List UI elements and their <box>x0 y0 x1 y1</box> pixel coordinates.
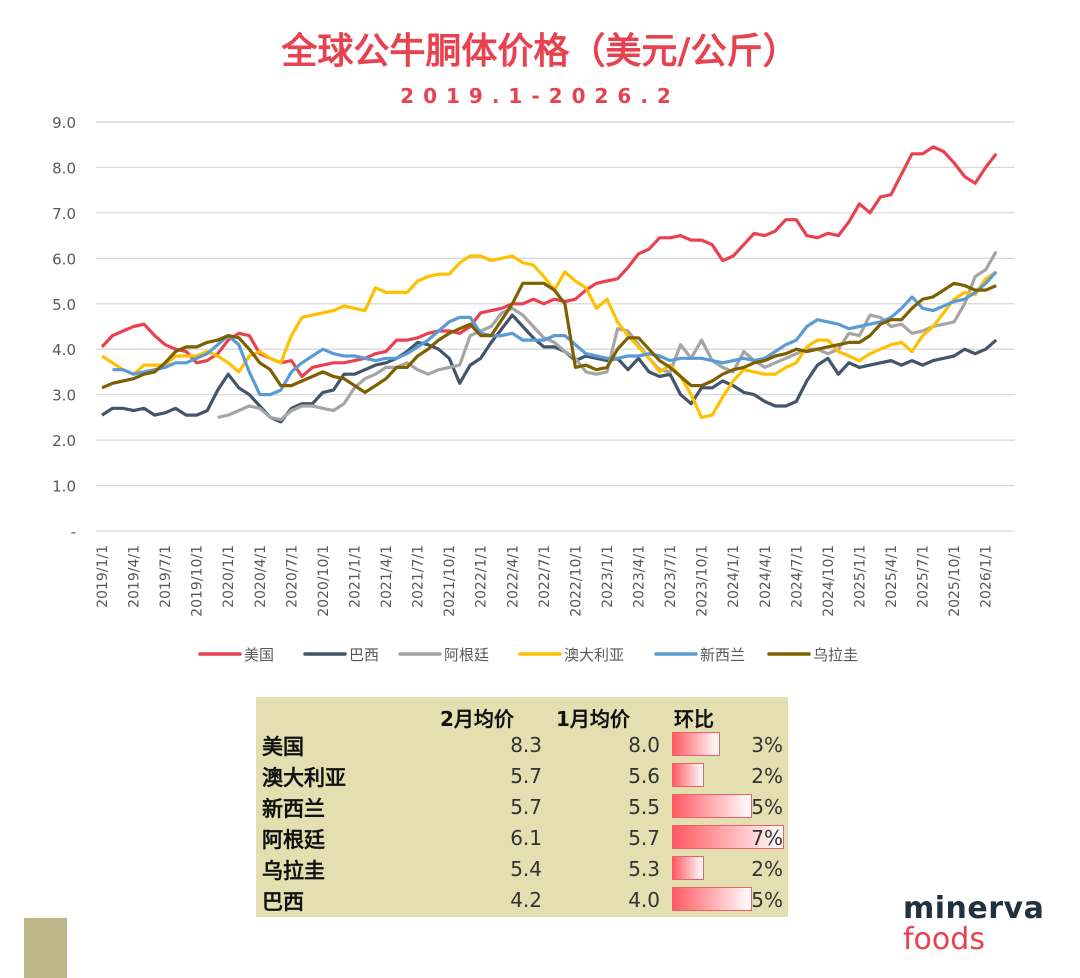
x-tick-label: 2022/1/1 <box>474 545 490 608</box>
change-percent: 2% <box>751 857 783 881</box>
chart-title: 全球公牛胴体价格（美元/公斤） <box>281 31 799 72</box>
change-bar <box>672 732 720 756</box>
feb-price: 8.3 <box>510 733 542 757</box>
series-line-5 <box>101 281 997 394</box>
change-percent: 7% <box>751 826 783 850</box>
legend-label: 乌拉圭 <box>813 646 858 664</box>
y-tick-label: 8.0 <box>52 159 76 177</box>
y-tick-label: 5.0 <box>52 296 76 314</box>
x-tick-label: 2022/7/1 <box>537 545 553 608</box>
series-line-1 <box>101 313 998 424</box>
header-change: 环比 <box>674 707 714 731</box>
table-row: 巴西 4.2 4.0 5% <box>256 884 788 915</box>
x-tick-label: 2019/1/1 <box>95 545 111 608</box>
change-percent: 3% <box>751 733 783 757</box>
x-tick-label: 2024/4/1 <box>758 545 774 608</box>
table-row: 阿根廷 6.1 5.7 7% <box>256 822 788 853</box>
logo-line1: minerva <box>903 891 1045 926</box>
header-jan: 1月均价 <box>556 707 630 731</box>
legend-label: 巴西 <box>349 646 379 664</box>
x-tick-label: 2023/4/1 <box>632 545 648 608</box>
table-row: 澳大利亚 5.7 5.6 2% <box>256 760 788 791</box>
country-name: 澳大利亚 <box>262 766 346 790</box>
feb-price: 5.4 <box>510 857 542 881</box>
change-bar <box>672 794 752 818</box>
x-tick-label: 2024/7/1 <box>789 545 805 608</box>
legend-label: 新西兰 <box>700 646 745 664</box>
x-tick-label: 2025/10/1 <box>947 545 963 617</box>
jan-price: 5.6 <box>628 764 660 788</box>
change-bar <box>672 825 784 849</box>
y-tick-label: 4.0 <box>52 341 76 359</box>
x-tick-label: 2023/1/1 <box>600 545 616 608</box>
x-tick-label: 2024/10/1 <box>821 545 837 617</box>
line-chart: - 1.0 2.0 3.0 4.0 5.0 6.0 7.0 8.0 9.0 2019/1/1 201… <box>52 114 1015 664</box>
change-percent: 5% <box>751 888 783 912</box>
x-tick-label: 2021/7/1 <box>411 545 427 608</box>
feb-price: 5.7 <box>510 795 542 819</box>
feb-price: 4.2 <box>510 888 542 912</box>
jan-price: 5.3 <box>628 857 660 881</box>
country-name: 乌拉圭 <box>262 859 325 883</box>
series-line-4 <box>112 270 998 397</box>
change-percent: 5% <box>751 795 783 819</box>
table-row: 美国 8.3 8.0 3% <box>256 729 788 760</box>
chart-subtitle: 2019.1-2026.2 <box>400 84 680 108</box>
legend-label: 澳大利亚 <box>564 646 624 664</box>
change-bar <box>672 887 752 911</box>
change-bar <box>672 763 704 787</box>
x-tick-label: 2020/4/1 <box>253 545 269 608</box>
x-tick-label: 2019/10/1 <box>190 545 206 617</box>
jan-price: 5.5 <box>628 795 660 819</box>
legend-label: 美国 <box>244 646 274 664</box>
change-percent: 2% <box>751 764 783 788</box>
x-tick-label: 2020/10/1 <box>316 545 332 617</box>
minerva-foods-logo: minerva foods <box>903 893 1044 955</box>
table-row: 新西兰 5.7 5.5 5% <box>256 791 788 822</box>
country-name: 美国 <box>262 735 304 759</box>
feb-price: 5.7 <box>510 764 542 788</box>
x-tick-label: 2020/1/1 <box>221 545 237 608</box>
series-line-2 <box>217 250 998 422</box>
legend-label: 阿根廷 <box>444 646 489 664</box>
jan-price: 8.0 <box>628 733 660 757</box>
y-tick-label: 7.0 <box>52 205 76 223</box>
price-table: 2月均价 1月均价 环比 美国 8.3 8.0 3% 澳大利亚 5.7 5.6 2… <box>256 697 788 917</box>
change-bar <box>672 856 704 880</box>
logo-line2: foods <box>903 922 985 957</box>
country-name: 巴西 <box>262 890 304 914</box>
x-tick-label: 2023/7/1 <box>663 545 679 608</box>
y-tick-label: 9.0 <box>52 114 76 132</box>
x-tick-label: 2020/7/1 <box>284 545 300 608</box>
x-tick-label: 2025/1/1 <box>852 545 868 608</box>
x-tick-label: 2023/10/1 <box>695 545 711 617</box>
x-tick-label: 2026/1/1 <box>979 545 995 608</box>
decorative-block <box>24 918 67 978</box>
jan-price: 4.0 <box>628 888 660 912</box>
y-tick-label: 2.0 <box>52 432 76 450</box>
country-name: 阿根廷 <box>262 828 325 852</box>
y-tick-label: 3.0 <box>52 387 76 405</box>
x-tick-label: 2024/1/1 <box>726 545 742 608</box>
country-name: 新西兰 <box>262 797 325 821</box>
x-tick-label: 2019/4/1 <box>127 545 143 608</box>
y-tick-label: 6.0 <box>52 250 76 268</box>
table-row: 乌拉圭 5.4 5.3 2% <box>256 853 788 884</box>
x-tick-label: 2019/7/1 <box>158 545 174 608</box>
x-tick-label: 2021/10/1 <box>442 545 458 617</box>
x-tick-label: 2022/10/1 <box>568 545 584 617</box>
y-tick-label: - <box>71 523 76 541</box>
header-feb: 2月均价 <box>440 707 514 731</box>
x-tick-label: 2021/1/1 <box>347 545 363 608</box>
y-tick-label: 1.0 <box>52 478 76 496</box>
jan-price: 5.7 <box>628 826 660 850</box>
x-tick-label: 2021/4/1 <box>379 545 395 608</box>
x-tick-label: 2025/7/1 <box>916 545 932 608</box>
feb-price: 6.1 <box>510 826 542 850</box>
series-line-0 <box>100 145 998 379</box>
x-tick-label: 2022/4/1 <box>505 545 521 608</box>
series-line-3 <box>101 254 998 419</box>
x-tick-label: 2025/4/1 <box>884 545 900 608</box>
